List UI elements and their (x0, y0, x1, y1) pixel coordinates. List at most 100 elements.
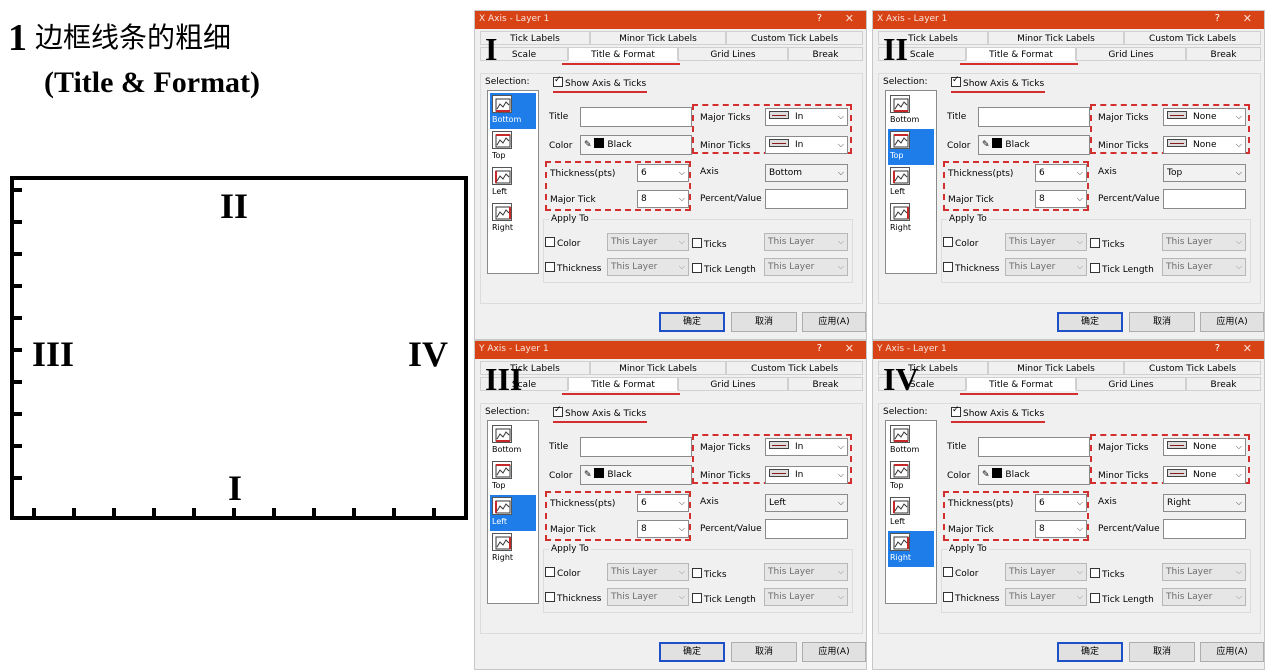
apply-ticks-checkbox[interactable]: Ticks (1090, 238, 1125, 250)
selection-item-top[interactable]: Top (888, 459, 934, 495)
tab-scale[interactable]: Scale (480, 377, 568, 391)
apply-ticks-select[interactable]: This Layer ⌵ (1162, 563, 1246, 581)
ok-button[interactable]: 确定 (659, 642, 725, 662)
close-icon[interactable]: ✕ (1242, 342, 1252, 355)
apply-color-select[interactable]: This Layer ⌵ (607, 563, 689, 581)
apply-color-checkbox[interactable]: Color (943, 567, 979, 579)
checkbox-box[interactable] (1090, 263, 1100, 273)
help-icon[interactable]: ? (816, 343, 822, 354)
percent-value-input[interactable] (765, 519, 848, 539)
apply-tick-length-checkbox[interactable]: Tick Length (692, 263, 756, 275)
selection-item-right[interactable]: Right (888, 531, 934, 567)
apply-tick-length-select[interactable]: This Layer ⌵ (1162, 588, 1246, 606)
selection-list[interactable]: Bottom Top Left Right (885, 90, 937, 274)
apply-thickness-select[interactable]: This Layer ⌵ (1005, 588, 1087, 606)
checkbox-box[interactable] (943, 592, 953, 602)
apply-color-select[interactable]: This Layer ⌵ (607, 233, 689, 251)
checkbox-box[interactable] (692, 568, 702, 578)
axis-select[interactable]: Right ⌵ (1163, 494, 1246, 512)
title-input[interactable] (580, 437, 692, 457)
apply-tick-length-checkbox[interactable]: Tick Length (1090, 263, 1154, 275)
apply-thickness-checkbox[interactable]: Thickness (545, 262, 601, 274)
checkbox-box[interactable] (545, 567, 555, 577)
major-ticks-select[interactable]: None ⌵ (1163, 438, 1246, 456)
show-axis-checkbox[interactable]: Show Axis & Ticks (951, 75, 1044, 89)
apply-button[interactable]: 应用(A) (1200, 312, 1264, 332)
tab-minor-tick-labels[interactable]: Minor Tick Labels (988, 361, 1124, 375)
checkbox-box[interactable] (943, 567, 953, 577)
selection-item-bottom[interactable]: Bottom (888, 423, 934, 459)
axis-select[interactable]: Left ⌵ (765, 494, 848, 512)
apply-ticks-select[interactable]: This Layer ⌵ (764, 563, 848, 581)
tab-custom-tick-labels[interactable]: Custom Tick Labels (1124, 361, 1261, 375)
thickness-select[interactable]: 6 ⌵ (1035, 164, 1087, 182)
tab-break[interactable]: Break (1186, 377, 1261, 391)
major-tick-length-select[interactable]: 8 ⌵ (1035, 190, 1087, 208)
selection-item-top[interactable]: Top (490, 459, 536, 495)
selection-list[interactable]: Bottom Top Left Right (487, 420, 539, 604)
major-tick-length-select[interactable]: 8 ⌵ (637, 190, 689, 208)
cancel-button[interactable]: 取消 (1129, 312, 1195, 332)
tab-break[interactable]: Break (788, 377, 863, 391)
apply-tick-length-checkbox[interactable]: Tick Length (692, 593, 756, 605)
thickness-select[interactable]: 6 ⌵ (637, 164, 689, 182)
checkbox-box[interactable] (545, 592, 555, 602)
selection-item-right[interactable]: Right (888, 201, 934, 237)
apply-tick-length-select[interactable]: This Layer ⌵ (764, 258, 848, 276)
color-picker[interactable]: ✎ Black (978, 135, 1090, 155)
major-ticks-select[interactable]: In ⌵ (765, 438, 848, 456)
show-axis-checkbox[interactable]: Show Axis & Ticks (951, 405, 1044, 419)
help-icon[interactable]: ? (1214, 13, 1220, 24)
apply-thickness-select[interactable]: This Layer ⌵ (1005, 258, 1087, 276)
help-icon[interactable]: ? (1214, 343, 1220, 354)
major-ticks-select[interactable]: None ⌵ (1163, 108, 1246, 126)
cancel-button[interactable]: 取消 (731, 312, 797, 332)
tab-title-format[interactable]: Title & Format (568, 47, 678, 61)
color-picker[interactable]: ✎ Black (580, 135, 692, 155)
tab-title-format[interactable]: Title & Format (966, 377, 1076, 391)
checkbox-box[interactable] (692, 238, 702, 248)
major-tick-length-select[interactable]: 8 ⌵ (1035, 520, 1087, 538)
apply-ticks-select[interactable]: This Layer ⌵ (1162, 233, 1246, 251)
percent-value-input[interactable] (1163, 189, 1246, 209)
tab-custom-tick-labels[interactable]: Custom Tick Labels (726, 361, 863, 375)
checkbox-box[interactable] (951, 75, 961, 87)
major-ticks-select[interactable]: In ⌵ (765, 108, 848, 126)
apply-color-select[interactable]: This Layer ⌵ (1005, 233, 1087, 251)
tab-minor-tick-labels[interactable]: Minor Tick Labels (988, 31, 1124, 45)
apply-color-checkbox[interactable]: Color (545, 567, 581, 579)
tab-title-format[interactable]: Title & Format (966, 47, 1076, 61)
checkbox-box[interactable] (1090, 568, 1100, 578)
axis-select[interactable]: Top ⌵ (1163, 164, 1246, 182)
close-icon[interactable]: ✕ (844, 12, 854, 25)
tab-title-format[interactable]: Title & Format (568, 377, 678, 391)
major-tick-length-select[interactable]: 8 ⌵ (637, 520, 689, 538)
checkbox-box[interactable] (951, 405, 961, 417)
tab-scale[interactable]: Scale (878, 47, 966, 61)
checkbox-box[interactable] (545, 237, 555, 247)
apply-ticks-checkbox[interactable]: Ticks (692, 238, 727, 250)
selection-item-bottom[interactable]: Bottom (490, 93, 536, 129)
checkbox-box[interactable] (553, 405, 563, 417)
selection-item-right[interactable]: Right (490, 531, 536, 567)
tab-grid-lines[interactable]: Grid Lines (678, 377, 788, 391)
checkbox-box[interactable] (943, 237, 953, 247)
apply-color-select[interactable]: This Layer ⌵ (1005, 563, 1087, 581)
tab-tick-labels[interactable]: Tick Labels (480, 361, 590, 375)
apply-button[interactable]: 应用(A) (802, 312, 866, 332)
checkbox-box[interactable] (545, 262, 555, 272)
thickness-select[interactable]: 6 ⌵ (637, 494, 689, 512)
selection-list[interactable]: Bottom Top Left Right (885, 420, 937, 604)
tab-scale[interactable]: Scale (480, 47, 568, 61)
ok-button[interactable]: 确定 (1057, 312, 1123, 332)
tab-grid-lines[interactable]: Grid Lines (1076, 47, 1186, 61)
apply-tick-length-checkbox[interactable]: Tick Length (1090, 593, 1154, 605)
show-axis-checkbox[interactable]: Show Axis & Ticks (553, 405, 646, 419)
minor-ticks-select[interactable]: None ⌵ (1163, 466, 1246, 484)
tab-minor-tick-labels[interactable]: Minor Tick Labels (590, 31, 726, 45)
checkbox-box[interactable] (1090, 238, 1100, 248)
axis-select[interactable]: Bottom ⌵ (765, 164, 848, 182)
checkbox-box[interactable] (943, 262, 953, 272)
selection-item-bottom[interactable]: Bottom (490, 423, 536, 459)
tab-scale[interactable]: Scale (878, 377, 966, 391)
